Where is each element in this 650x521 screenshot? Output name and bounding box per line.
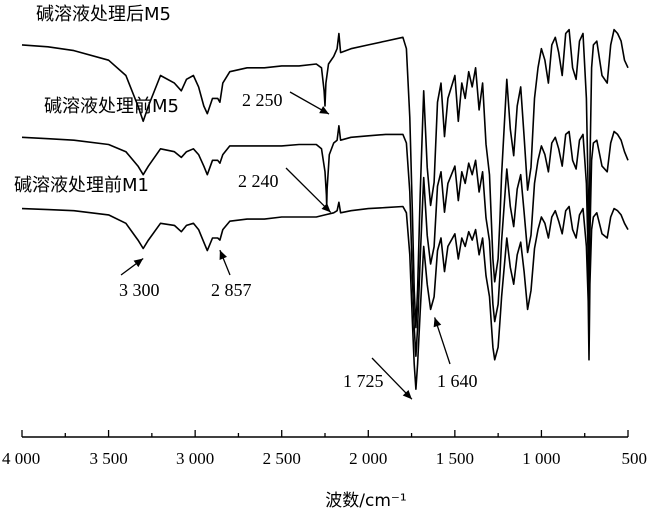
annotation-label-6: 1 640 [437, 371, 478, 391]
spectrum-line-1 [21, 28, 629, 329]
x-tick-label: 2 000 [349, 449, 387, 468]
spectra-group [21, 28, 629, 390]
series-label-2: 碱溶液处理前M5 [44, 96, 179, 117]
annotation-arrow-2 [285, 167, 332, 213]
x-axis-title: 波数/cm⁻¹ [325, 491, 406, 511]
annotation-label-5: 1 725 [343, 371, 384, 391]
annotation-arrowhead-3 [133, 258, 144, 268]
annotation-label-1: 2 250 [242, 90, 283, 110]
series-label-group: 碱溶液处理后M5 碱溶液处理前M5 碱溶液处理前M1 [14, 4, 179, 196]
annotation-group: 2 250 2 240 3 300 2 857 1 725 1 640 [119, 90, 478, 400]
annotation-arrowhead-1 [319, 106, 329, 115]
x-tick-label: 3 500 [89, 449, 127, 468]
x-tick-label: 3 000 [176, 449, 214, 468]
spectrum-line-2 [21, 125, 629, 357]
annotation-arrowhead-5 [402, 389, 412, 400]
annotation-arrowhead-4 [219, 250, 227, 260]
x-tick-label: 1 500 [436, 449, 474, 468]
series-label-3: 碱溶液处理前M1 [14, 175, 149, 196]
series-label-1: 碱溶液处理后M5 [36, 4, 171, 25]
spectrum-line-3 [21, 201, 629, 390]
annotation-label-2: 2 240 [238, 171, 279, 191]
annotation-label-4: 2 857 [211, 280, 252, 300]
annotation-label-3: 3 300 [119, 280, 160, 300]
x-axis: 4 000 3 500 3 000 2 500 2 000 1 500 1 000 500 [2, 430, 647, 468]
x-tick-label: 1 000 [522, 449, 560, 468]
x-tick-label: 500 [622, 449, 648, 468]
x-tick-label: 4 000 [2, 449, 40, 468]
annotation-arrowhead-6 [433, 317, 442, 328]
annotation-arrow-5 [371, 357, 413, 400]
annotation-arrowhead-2 [321, 203, 331, 213]
x-tick-label: 2 500 [263, 449, 301, 468]
